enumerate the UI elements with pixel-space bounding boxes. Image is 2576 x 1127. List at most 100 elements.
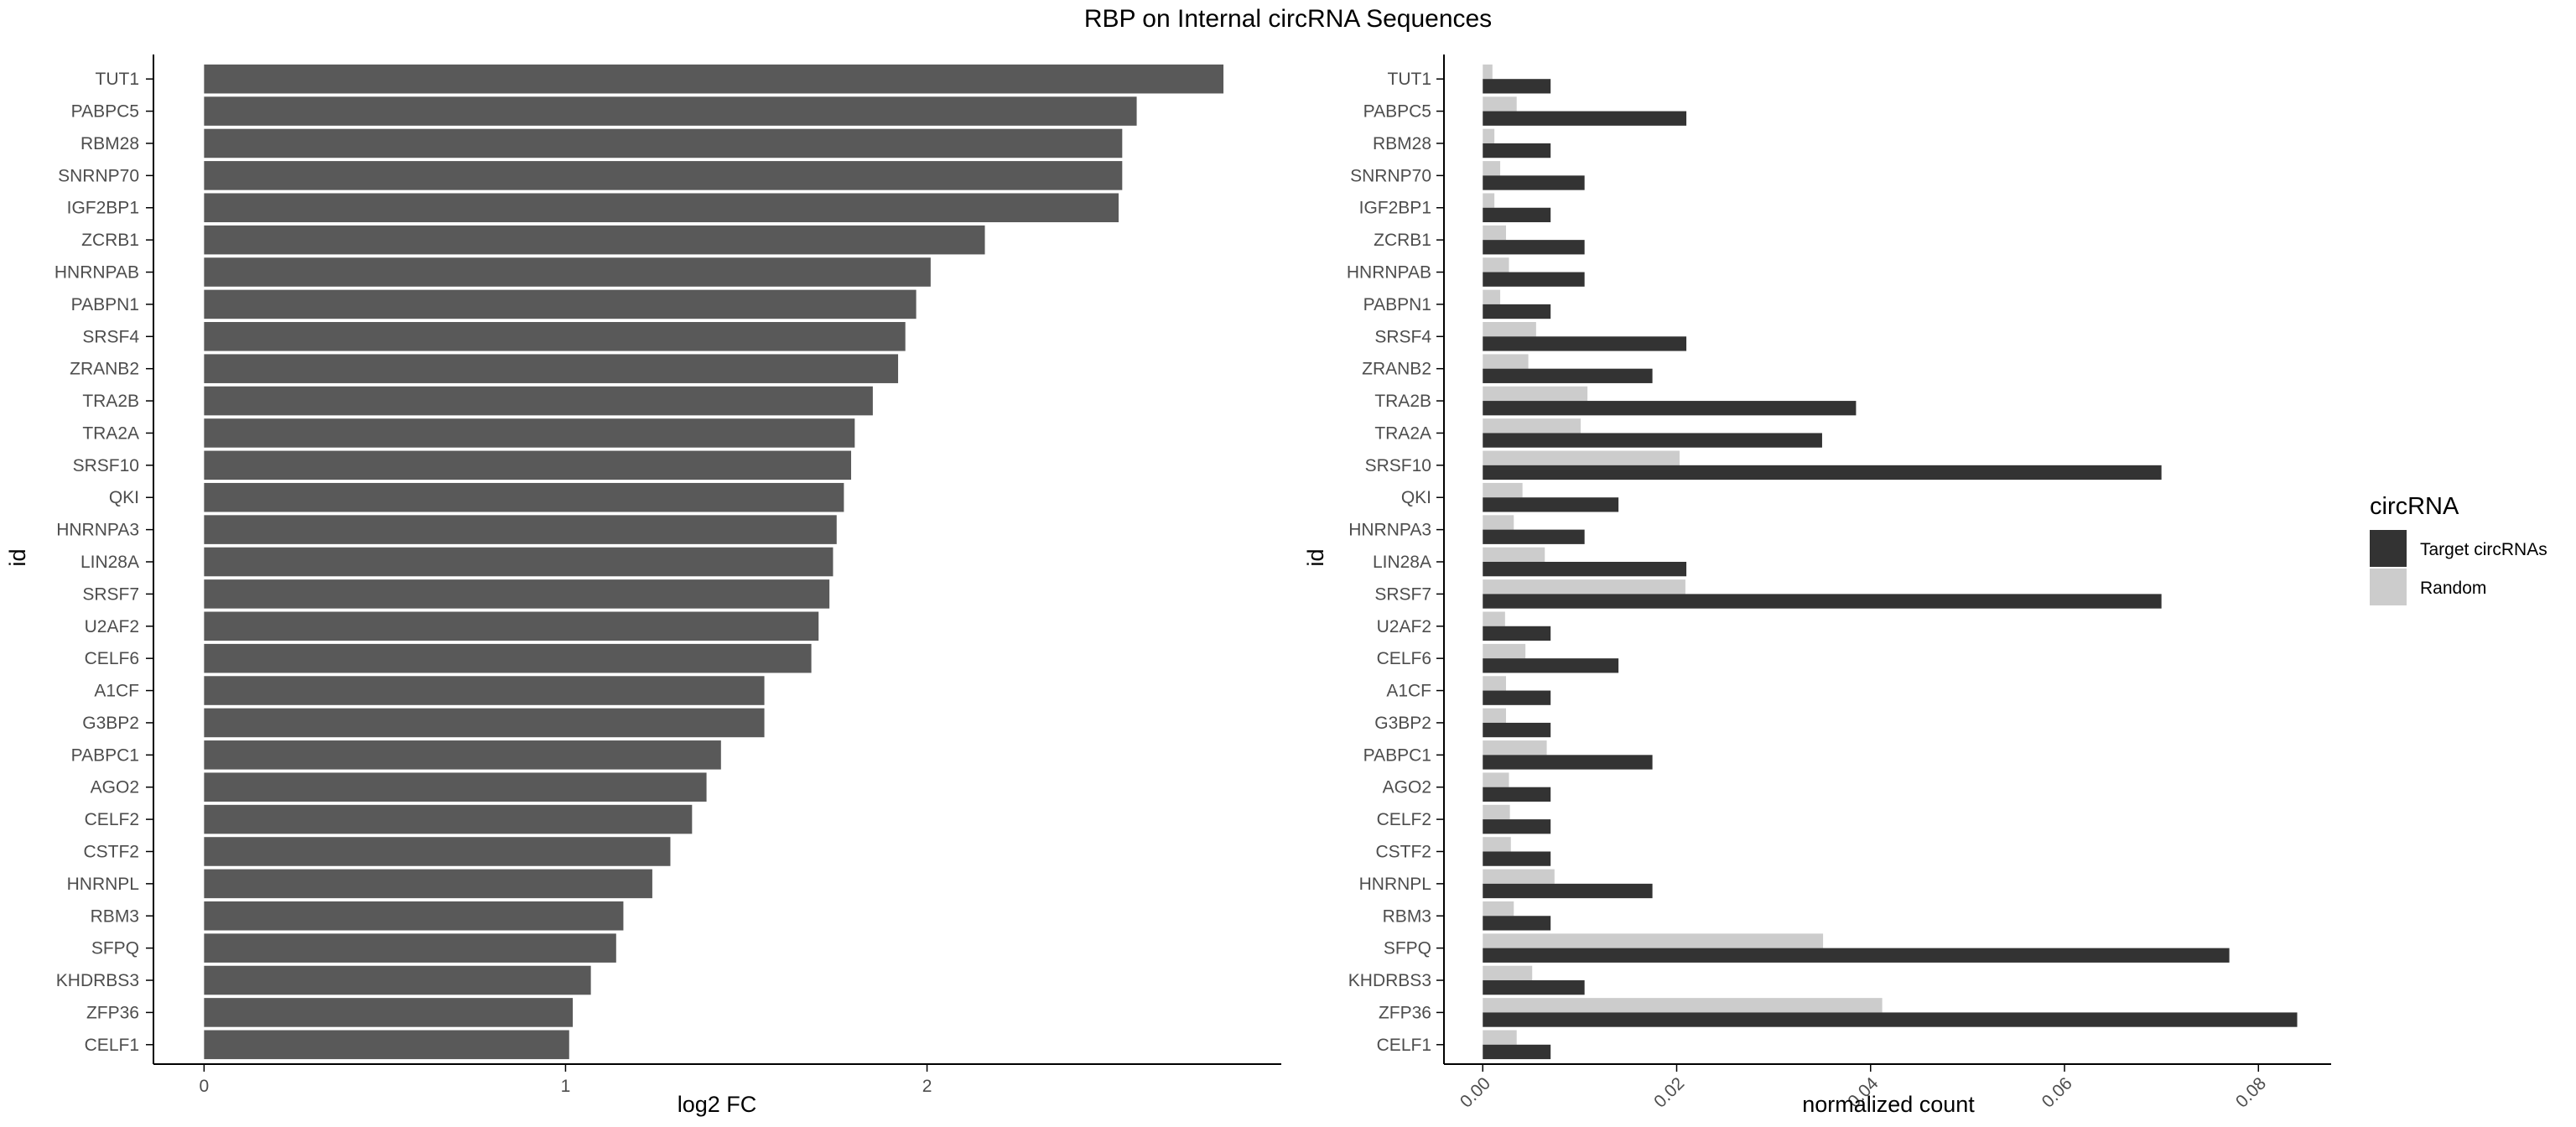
bar-target-a1cf [1483, 690, 1551, 705]
bar-target-hnrnpa3 [1483, 529, 1585, 544]
bar-random-hnrnpab [1483, 257, 1509, 273]
bar-random-sfpq [1483, 933, 1824, 948]
legend-swatch-random [2370, 569, 2407, 605]
x-tick-label-0.00: 0.00 [1457, 1074, 1494, 1112]
bar-log2fc-celf1 [204, 1030, 569, 1060]
normalized-count-bar-panel: TUT1 PABPC5 RBM28 SNRNP70 IGF2BP1 ZCRB1 HNRNPA… [1347, 55, 2331, 1112]
bar-random-pabpc5 [1483, 96, 1517, 112]
y-tick-label-rbm3: RBM3 [91, 906, 139, 926]
y-tick-label-snrnp70: SNRNP70 [1350, 166, 1431, 185]
y-tick-label-hnrnpl: HNRNPL [67, 875, 139, 894]
y-tick-label-ago2: AGO2 [1383, 778, 1431, 797]
x-tick-label-0.08: 0.08 [2232, 1074, 2270, 1112]
bar-random-khdrbs3 [1483, 965, 1533, 981]
y-tick-label-hnrnpl: HNRNPL [1359, 875, 1431, 894]
y-tick-label-lin28a: LIN28A [1373, 553, 1431, 572]
y-tick-label-tut1: TUT1 [96, 70, 140, 89]
y-tick-label-hnrnpab: HNRNPAB [55, 263, 139, 283]
bar-log2fc-zcrb1 [204, 225, 985, 255]
bar-random-tut1 [1483, 64, 1493, 80]
bar-log2fc-cstf2 [204, 837, 671, 866]
y-tick-label-srsf4: SRSF4 [82, 327, 139, 346]
y-tick-label-tra2a: TRA2A [1374, 423, 1431, 443]
y-tick-label-qki: QKI [109, 488, 139, 507]
bar-target-cstf2 [1483, 851, 1551, 866]
bar-random-igf2bp1 [1483, 193, 1495, 208]
y-tick-label-celf1: CELF1 [85, 1036, 139, 1055]
bar-log2fc-srsf10 [204, 450, 852, 480]
left-y-axis-title: id [5, 548, 30, 566]
bar-target-celf6 [1483, 658, 1619, 673]
y-tick-label-pabpn1: PABPN1 [1363, 295, 1431, 314]
chart-title: RBP on Internal circRNA Sequences [1084, 5, 1492, 33]
x-tick-label-0.02: 0.02 [1650, 1074, 1688, 1112]
bar-log2fc-lin28a [204, 547, 834, 577]
y-tick-label-srsf7: SRSF7 [1374, 584, 1431, 604]
y-tick-label-qki: QKI [1401, 488, 1431, 507]
right-y-axis-title: id [1303, 548, 1328, 566]
bar-log2fc-hnrnpa3 [204, 515, 837, 544]
bar-target-zranb2 [1483, 368, 1653, 383]
bar-log2fc-igf2bp1 [204, 193, 1119, 223]
y-tick-label-zranb2: ZRANB2 [1362, 360, 1431, 379]
bar-log2fc-srsf7 [204, 579, 830, 609]
bar-random-g3bp2 [1483, 708, 1507, 723]
log2fc-bar-panel: TUT1 PABPC5 RBM28 SNRNP70 IGF2BP1 ZCRB1 HNRNPA… [55, 55, 1281, 1096]
y-tick-label-zranb2: ZRANB2 [70, 360, 139, 379]
bar-random-zfp36 [1483, 998, 1883, 1013]
y-tick-label-u2af2: U2AF2 [1377, 617, 1431, 636]
y-tick-label-zfp36: ZFP36 [1379, 1003, 1431, 1022]
y-tick-label-pabpc5: PABPC5 [1363, 102, 1431, 122]
x-tick-label-0.06: 0.06 [2038, 1074, 2076, 1112]
bar-log2fc-hnrnpl [204, 869, 652, 899]
y-tick-label-pabpn1: PABPN1 [71, 295, 139, 314]
bar-log2fc-hnrnpab [204, 257, 931, 287]
bar-log2fc-g3bp2 [204, 708, 765, 738]
bar-random-snrnp70 [1483, 161, 1501, 176]
bar-target-tra2a [1483, 433, 1822, 448]
y-tick-label-celf6: CELF6 [85, 649, 139, 668]
y-tick-label-celf6: CELF6 [1377, 649, 1431, 668]
bar-log2fc-ago2 [204, 772, 707, 802]
bar-target-u2af2 [1483, 626, 1551, 641]
bar-target-g3bp2 [1483, 722, 1551, 738]
y-tick-label-hnrnpa3: HNRNPA3 [1348, 521, 1431, 540]
y-tick-label-zcrb1: ZCRB1 [1374, 231, 1431, 250]
bar-random-srsf10 [1483, 450, 1680, 465]
bar-log2fc-celf6 [204, 643, 812, 673]
y-tick-label-srsf10: SRSF10 [73, 456, 139, 475]
bar-random-celf2 [1483, 804, 1510, 820]
bar-random-pabpc1 [1483, 740, 1547, 756]
bar-random-tra2a [1483, 418, 1581, 434]
bar-random-zranb2 [1483, 354, 1529, 369]
y-tick-label-tra2b: TRA2B [82, 392, 139, 411]
bar-target-lin28a [1483, 562, 1687, 577]
y-tick-label-ago2: AGO2 [91, 778, 139, 797]
bar-target-celf1 [1483, 1044, 1551, 1060]
bar-random-rbm3 [1483, 901, 1514, 917]
bar-target-sfpq [1483, 948, 2230, 963]
y-tick-label-srsf4: SRSF4 [1374, 327, 1431, 346]
legend-swatch-target [2370, 530, 2407, 567]
bar-target-pabpc1 [1483, 755, 1653, 770]
legend-title: circRNA [2370, 493, 2459, 520]
bar-target-pabpc5 [1483, 111, 1687, 126]
bar-log2fc-tra2b [204, 386, 873, 416]
bar-log2fc-u2af2 [204, 611, 819, 641]
bar-random-hnrnpa3 [1483, 515, 1514, 530]
bar-target-tut1 [1483, 79, 1551, 94]
y-tick-label-pabpc1: PABPC1 [71, 745, 139, 765]
y-tick-label-hnrnpab: HNRNPAB [1347, 263, 1431, 283]
bar-target-srsf4 [1483, 336, 1687, 351]
bar-random-qki [1483, 482, 1523, 498]
bar-random-lin28a [1483, 547, 1545, 562]
y-tick-label-sfpq: SFPQ [91, 939, 139, 958]
y-tick-label-sfpq: SFPQ [1384, 939, 1431, 958]
y-tick-label-celf1: CELF1 [1377, 1036, 1431, 1055]
bar-log2fc-rbm3 [204, 901, 624, 931]
bar-random-hnrnpl [1483, 869, 1555, 884]
bar-target-rbm28 [1483, 143, 1551, 158]
y-tick-label-khdrbs3: KHDRBS3 [56, 971, 139, 990]
bar-log2fc-zfp36 [204, 998, 574, 1027]
bar-target-khdrbs3 [1483, 980, 1585, 995]
